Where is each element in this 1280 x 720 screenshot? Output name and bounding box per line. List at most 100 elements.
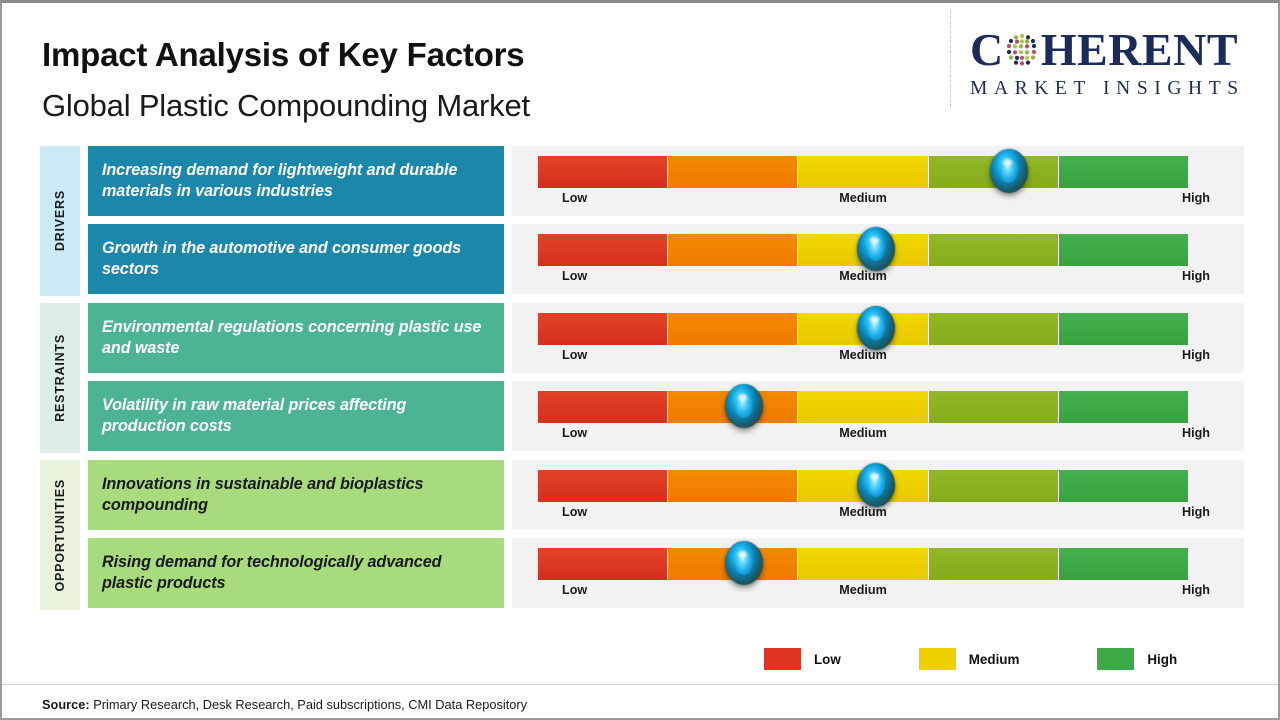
impact-marker[interactable] (857, 227, 895, 271)
factor-box: Increasing demand for lightweight and du… (88, 146, 504, 216)
gauge-segment-1 (538, 470, 669, 502)
impact-marker[interactable] (857, 463, 895, 507)
gauge-segment-1 (538, 234, 669, 266)
page-title: Impact Analysis of Key Factors (42, 36, 525, 73)
source-label: Source: (42, 697, 90, 712)
factor-text: Increasing demand for lightweight and du… (102, 161, 458, 200)
gauge-segment-5 (1058, 391, 1189, 423)
scale-label-low: Low (562, 191, 588, 205)
legend-item-medium: Medium (918, 648, 1020, 670)
factor-box: Growth in the automotive and consumer go… (88, 224, 504, 294)
gauge-scale: Low Medium High (538, 426, 1224, 448)
factor-box: Rising demand for technologically advanc… (88, 538, 504, 608)
factor-text: Rising demand for technologically advanc… (102, 553, 442, 592)
gauge-segment-3 (798, 391, 929, 423)
scale-label-high: High (1182, 426, 1210, 440)
gauge-bar (538, 391, 1189, 423)
gauge-segment-4 (928, 391, 1059, 423)
impact-marker[interactable] (990, 149, 1028, 193)
impact-marker[interactable] (857, 306, 895, 350)
gauge-segment-5 (1058, 548, 1189, 580)
gauge-bar (538, 156, 1189, 188)
gauge-bar (538, 548, 1189, 580)
factor-text: Innovations in sustainable and bioplasti… (102, 475, 424, 514)
footer-divider (2, 684, 1278, 685)
category-label-text: OPPORTUNITIES (53, 478, 67, 592)
gauge-segment-2 (668, 234, 799, 266)
factor-box: Environmental regulations concerning pla… (88, 303, 504, 373)
legend-swatch-low (764, 648, 801, 670)
scale-label-high: High (1182, 348, 1210, 362)
gauge-segment-1 (538, 156, 669, 188)
gauge-segment-1 (538, 548, 669, 580)
legend-label: Low (814, 651, 841, 667)
gauge-scale: Low Medium High (538, 269, 1224, 291)
gauge-row: Low Medium High (512, 146, 1244, 216)
gauge-segment-2 (668, 470, 799, 502)
legend-label: Medium (968, 651, 1020, 667)
source-note: Source: Primary Research, Desk Research,… (42, 697, 527, 712)
globe-dots-icon (1004, 32, 1040, 68)
gauge-segment-1 (538, 313, 669, 345)
gauge-scale: Low Medium High (538, 505, 1224, 527)
scale-label-medium: Medium (839, 583, 887, 597)
scale-label-low: Low (562, 505, 588, 519)
gauge-segment-4 (928, 313, 1059, 345)
category-label-drivers: DRIVERS (40, 146, 80, 296)
logo-divider (950, 11, 951, 107)
gauge-segment-4 (928, 548, 1059, 580)
gauge-segment-3 (798, 548, 929, 580)
gauge-segment-4 (928, 234, 1059, 266)
factor-box: Innovations in sustainable and bioplasti… (88, 460, 504, 530)
company-logo: C (970, 27, 1270, 107)
scale-label-medium: Medium (839, 505, 887, 519)
logo-letter-c: C (970, 24, 1004, 75)
impact-marker[interactable] (725, 384, 763, 428)
gauge-row: Low Medium High (512, 303, 1244, 373)
scale-label-medium: Medium (839, 348, 887, 362)
legend: Low Medium High (764, 648, 1177, 670)
gauge-segment-2 (668, 156, 799, 188)
legend-swatch-high (1097, 648, 1135, 670)
gauge-segment-1 (538, 391, 669, 423)
scale-label-low: Low (562, 426, 588, 440)
legend-item-high: High (1097, 648, 1177, 670)
gauge-row: Low Medium High (512, 538, 1244, 608)
gauge-segment-5 (1058, 234, 1189, 266)
impact-marker[interactable] (725, 541, 763, 585)
gauge-segment-3 (798, 156, 929, 188)
factor-text: Growth in the automotive and consumer go… (102, 239, 462, 278)
gauge-segment-4 (928, 470, 1059, 502)
category-label-opportunities: OPPORTUNITIES (40, 460, 80, 610)
factor-text: Environmental regulations concerning pla… (102, 318, 482, 357)
factor-box: Volatility in raw material prices affect… (88, 381, 504, 451)
scale-label-low: Low (562, 583, 588, 597)
gauge-row: Low Medium High (512, 381, 1244, 451)
logo-wordmark: HERENT (1040, 24, 1238, 75)
gauge-segment-5 (1058, 156, 1189, 188)
scale-label-high: High (1182, 269, 1210, 283)
scale-label-high: High (1182, 191, 1210, 205)
gauge-bar (538, 234, 1189, 266)
gauge-row: Low Medium High (512, 224, 1244, 294)
scale-label-medium: Medium (839, 269, 887, 283)
gauge-segment-5 (1058, 470, 1189, 502)
gauge-segment-2 (668, 313, 799, 345)
category-label-text: DRIVERS (53, 190, 67, 252)
logo-tagline: MARKET INSIGHTS (970, 78, 1245, 99)
scale-label-medium: Medium (839, 191, 887, 205)
source-text: Primary Research, Desk Research, Paid su… (89, 697, 528, 712)
factor-text: Volatility in raw material prices affect… (102, 396, 407, 435)
legend-label: High (1147, 651, 1178, 667)
page-subtitle: Global Plastic Compounding Market (42, 88, 530, 123)
gauge-bar (538, 313, 1189, 345)
scale-label-low: Low (562, 269, 588, 283)
scale-label-high: High (1182, 505, 1210, 519)
legend-item-low: Low (764, 648, 841, 670)
gauge-scale: Low Medium High (538, 348, 1224, 370)
scale-label-low: Low (562, 348, 588, 362)
scale-label-medium: Medium (839, 426, 887, 440)
gauge-segment-5 (1058, 313, 1189, 345)
scale-label-high: High (1182, 583, 1210, 597)
